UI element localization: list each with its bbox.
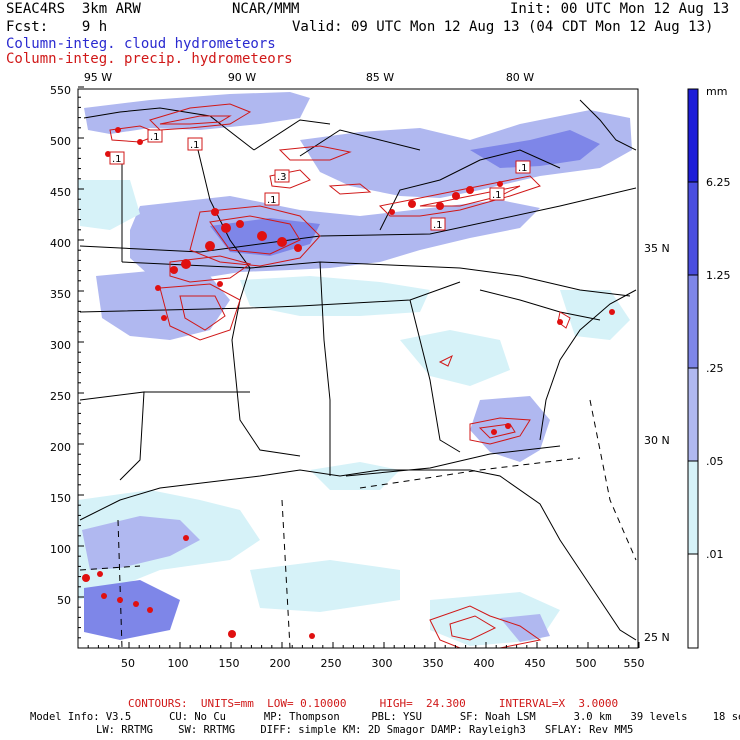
contour-labels: .1 .1 .1 .3 .1 .1 .1 .1	[112, 132, 528, 231]
valid-time: Valid: 09 UTC Mon 12 Aug 13 (04 CDT Mon …	[292, 19, 714, 35]
y-tick-label: 400	[50, 237, 71, 250]
x-tick-label: 550	[624, 657, 645, 670]
forecast-hour: Fcst: 9 h	[6, 19, 108, 35]
colorbar-label: 1.25	[706, 269, 731, 282]
colorbar-level-4	[687, 181, 699, 276]
colorbar-unit: mm	[706, 85, 727, 98]
cloud-shading	[78, 92, 632, 646]
colorbar-level-2	[687, 367, 699, 462]
lon-label: 90 W	[228, 71, 256, 84]
y-tick-label: 550	[50, 84, 71, 97]
lat-label: 35 N	[644, 242, 670, 255]
map-frame	[77, 88, 639, 649]
colorbar-level-1	[687, 460, 699, 555]
y-tick-label: 450	[50, 186, 71, 199]
lat-label: 30 N	[644, 434, 670, 447]
x-tick-label: 250	[321, 657, 342, 670]
run-name: SEAC4RS 3km ARW	[6, 1, 141, 17]
y-tick-label: 150	[50, 492, 71, 505]
colorbar-level-3	[687, 274, 699, 369]
lon-label: 95 W	[84, 71, 112, 84]
y-tick-label: 100	[50, 543, 71, 556]
y-tick-label: 250	[50, 390, 71, 403]
contour-label: .3	[277, 172, 287, 183]
y-axis-ticks	[78, 86, 84, 649]
x-tick-label: 50	[121, 657, 135, 670]
colorbar-label: .01	[706, 548, 724, 561]
lon-label: 85 W	[366, 71, 394, 84]
x-axis-labels: 50 100 150 200 250 300 350 400 450 500 5…	[121, 657, 645, 670]
colorbar	[687, 88, 699, 649]
y-tick-label: 50	[57, 594, 71, 607]
colorbar-label: .25	[706, 362, 724, 375]
graticule	[79, 399, 637, 648]
contour-label: .1	[190, 140, 200, 151]
x-tick-label: 150	[219, 657, 240, 670]
lon-label: 80 W	[506, 71, 534, 84]
contour-label-boxes	[109, 129, 531, 231]
x-tick-label: 450	[525, 657, 546, 670]
contour-label: .1	[267, 195, 277, 206]
x-tick-label: 100	[168, 657, 189, 670]
latitude-labels: 35 N 30 N 25 N	[644, 242, 670, 644]
init-time: Init: 00 UTC Mon 12 Aug 13	[510, 1, 730, 17]
contour-label: .1	[492, 190, 502, 201]
colorbar-label: .05	[706, 455, 724, 468]
field-cloud-label: Column-integ. cloud hydrometeors	[6, 36, 276, 52]
lat-label: 25 N	[644, 631, 670, 644]
x-tick-label: 200	[270, 657, 291, 670]
field-precip-label: Column-integ. precip. hydrometeors	[6, 51, 293, 67]
x-tick-label: 500	[576, 657, 597, 670]
contour-label: .1	[112, 154, 122, 165]
precip-cores	[82, 127, 615, 639]
colorbar-label: 6.25	[706, 176, 731, 189]
y-tick-label: 500	[50, 135, 71, 148]
colorbar-level-5	[687, 88, 699, 183]
x-axis-ticks	[77, 642, 640, 648]
physics-info: LW: RRTMG SW: RRTMG DIFF: simple KM: 2D …	[96, 724, 634, 736]
coastline	[79, 99, 637, 641]
longitude-labels: 95 W 90 W 85 W 80 W	[84, 71, 534, 84]
map-panel: .1 .1 .1 .3 .1 .1 .1 .1	[78, 92, 637, 648]
contour-label: .1	[518, 163, 528, 174]
institution: NCAR/MMM	[232, 1, 300, 17]
contour-label: .1	[433, 220, 443, 231]
y-tick-label: 200	[50, 441, 71, 454]
contour-info: CONTOURS: UNITS=mm LOW= 0.10000 HIGH= 24…	[128, 697, 619, 710]
y-axis-labels: 550 500 450 400 350 300 250 200 150 100 …	[50, 84, 71, 607]
model-info: Model Info: V3.5 CU: No Cu MP: Thompson …	[30, 711, 740, 723]
precip-contours	[109, 103, 571, 648]
x-tick-label: 300	[372, 657, 393, 670]
contour-label: .1	[150, 132, 160, 143]
y-tick-label: 350	[50, 288, 71, 301]
y-tick-label: 300	[50, 339, 71, 352]
x-tick-label: 350	[423, 657, 444, 670]
x-tick-label: 400	[474, 657, 495, 670]
colorbar-labels: mm 6.25 1.25 .25 .05 .01	[706, 85, 731, 561]
colorbar-level-0	[687, 553, 699, 649]
